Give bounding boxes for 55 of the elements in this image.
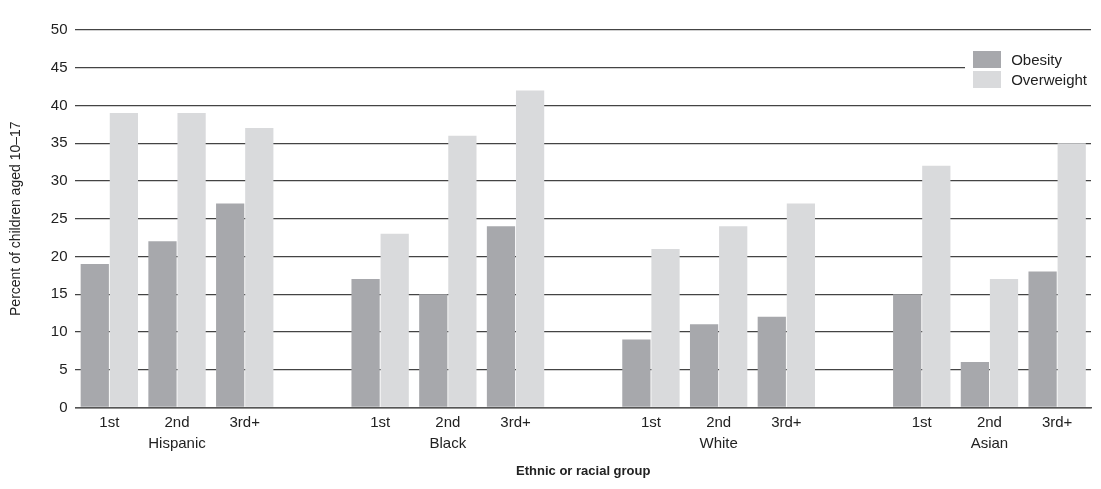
bar [960,362,990,407]
text: Black [429,434,467,452]
y-axis-title: Percent of children aged 10–17 [7,121,24,316]
y-tick-label: 25 [50,208,68,226]
bar [719,226,748,407]
bar [622,339,651,407]
bar [177,113,206,407]
x-tick-label: 2nd [164,412,190,430]
bar [757,316,786,407]
bar [786,203,816,407]
text: White [699,434,738,452]
y-tick-label: 45 [50,57,68,75]
bar [486,226,516,407]
bar [922,165,951,407]
x-tick-label: 2nd [976,412,1002,430]
x-tick-label: 1st [640,412,662,430]
bar [380,233,409,407]
text: Hispanic [148,434,207,452]
y-tick-label: 40 [50,95,68,113]
bar [216,203,245,407]
bar [245,128,274,407]
y-tick-label: 10 [50,322,68,340]
x-tick-label: 2nd [435,412,461,430]
bar [1057,143,1086,407]
x-tick-label: 3rd+ [1041,412,1073,430]
x-tick-label: 1st [370,412,391,430]
x-tick-label: 1st [911,412,933,430]
bar [351,279,380,407]
y-tick-label: 15 [50,284,68,302]
x-tick-label: 1st [99,412,121,430]
bar [515,90,545,407]
bar [893,294,922,407]
bar [80,263,109,407]
bar [448,135,477,407]
x-tick-label: 2nd [706,412,732,430]
bar [689,324,719,407]
y-tick-label: 30 [50,171,68,189]
bar [989,279,1019,407]
text: Asian [970,434,1009,452]
bar [109,113,139,407]
y-tick-label: 20 [50,246,68,264]
bar [651,248,680,407]
bar [419,294,448,407]
legend-label: Obesity [1011,51,1062,68]
y-tick-label: 50 [50,20,68,38]
bar [1028,271,1057,407]
x-axis-title: Ethnic or racial group [516,462,651,478]
x-tick-label: 3rd+ [771,412,802,430]
x-tick-label: 3rd+ [229,412,261,430]
bar [148,241,177,407]
y-tick-label: 5 [59,359,68,377]
y-tick-label: 0 [59,397,68,415]
legend-label: Overweight [1011,71,1087,88]
y-tick-label: 35 [50,133,68,151]
x-tick-label: 3rd+ [500,412,531,430]
